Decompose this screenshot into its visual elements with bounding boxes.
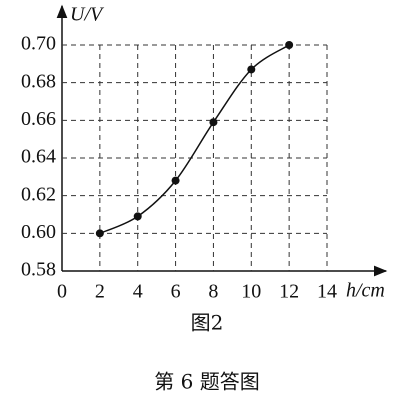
caption: 第 6 题答图	[154, 370, 259, 394]
y-tick-label: 0.64	[21, 146, 56, 168]
y-tick-label: 0.68	[21, 70, 56, 92]
data-point	[95, 229, 104, 238]
y-axis-label: U/V	[70, 4, 105, 26]
data-point	[133, 212, 142, 221]
x-tick-label: 12	[279, 281, 299, 303]
x-tick-label: 0	[57, 281, 67, 303]
x-tick-label: 10	[241, 281, 261, 303]
y-tick-label: 0.62	[21, 183, 56, 205]
y-tick-label: 0.60	[21, 221, 56, 243]
x-tick-label: 2	[95, 281, 105, 303]
data-point	[209, 118, 218, 127]
data-point	[247, 65, 256, 74]
y-tick-label: 0.66	[21, 108, 56, 130]
x-axis-label: h/cm	[346, 280, 385, 302]
y-tick-label: 0.58	[21, 259, 56, 281]
data-point	[285, 41, 294, 49]
x-tick-label: 4	[133, 281, 143, 303]
figure-label: 图2	[191, 311, 224, 335]
data-line	[99, 44, 290, 235]
y-tick-label: 0.70	[21, 33, 56, 55]
x-tick-label: 14	[317, 281, 337, 303]
x-tick-label: 6	[171, 281, 181, 303]
data-point	[171, 176, 180, 185]
x-tick-label: 8	[208, 281, 218, 303]
